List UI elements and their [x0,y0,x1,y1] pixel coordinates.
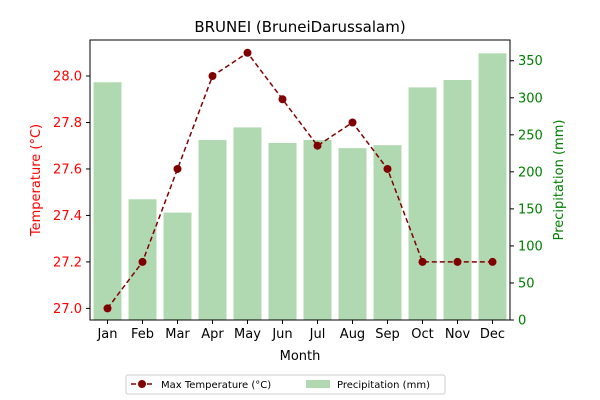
left-tick-label: 27.0 [53,302,82,317]
temp-point-may [243,48,252,57]
x-tick-label: Mar [165,327,190,342]
legend-bar-swatch [306,380,330,388]
x-tick-label: Aug [340,327,365,342]
precip-bar-apr [198,140,227,320]
left-tick-label: 27.6 [53,162,82,177]
right-axis-label: Precipitation (mm) [552,120,567,241]
x-tick-label: May [234,327,261,342]
precip-bar-aug [338,148,367,320]
precip-bar-jun [268,142,297,320]
legend-label-precipitation: Precipitation (mm) [337,380,430,391]
x-tick-label: Jul [309,327,326,342]
x-tick-label: Sep [375,327,400,342]
precip-bar-dec [478,53,507,320]
precip-bar-mar [163,212,192,320]
precip-bar-jul [303,140,332,320]
left-tick-label: 27.4 [53,209,82,224]
temperature-line [103,48,497,313]
precipitation-bars [93,53,507,320]
x-tick-label: Jun [271,327,292,342]
temp-point-jun [278,95,287,104]
precip-bar-may [233,127,262,320]
left-tick-label: 28.0 [53,70,82,85]
precip-bar-sep [373,145,402,320]
right-tick-label: 150 [518,202,543,217]
x-tick-label: Dec [480,327,505,342]
temp-point-aug [348,118,357,127]
chart-title: BRUNEI (BruneiDarussalam) [194,18,405,36]
x-tick-label: Oct [411,327,433,342]
temp-point-dec [488,257,497,266]
right-tick-label: 50 [518,276,535,291]
precip-bar-jan [93,82,122,320]
left-axis-label: Temperature (°C) [29,124,44,237]
precip-bar-nov [443,80,472,320]
temp-point-apr [208,72,217,81]
legend: Max Temperature (°C) Precipitation (mm) [125,374,446,395]
temp-point-sep [383,164,392,173]
right-tick-label: 100 [518,239,543,254]
x-axis-label: Month [280,349,321,364]
x-tick-label: Apr [201,327,224,342]
legend-line-marker [138,380,146,388]
temp-point-jan [103,304,112,313]
right-tick-label: 200 [518,165,543,180]
right-axis: 0 50 100 150 200 250 300 350 [510,54,543,329]
x-tick-label: Feb [131,327,154,342]
left-tick-label: 27.8 [53,116,82,131]
x-tick-label: Jan [96,327,117,342]
temp-point-mar [173,164,182,173]
temp-point-nov [453,257,462,266]
right-tick-label: 300 [518,91,543,106]
legend-frame [125,374,446,395]
right-tick-label: 0 [518,314,526,329]
right-tick-label: 250 [518,128,543,143]
precip-bar-oct [408,87,437,320]
temp-point-oct [418,257,427,266]
temp-point-feb [138,257,147,266]
plot-frame [89,39,511,321]
x-axis: Jan Feb Mar Apr May Jun Jul Aug Sep Oct Nov Dec [96,320,505,342]
temp-point-jul [313,141,322,150]
x-tick-label: Nov [445,327,471,342]
left-axis: 27.0 27.2 27.4 27.6 27.8 28.0 [53,70,90,317]
left-tick-label: 27.2 [53,255,82,270]
right-tick-label: 350 [518,54,543,69]
temperature-line-path [106,51,493,309]
legend-label-temperature: Max Temperature (°C) [161,380,271,391]
